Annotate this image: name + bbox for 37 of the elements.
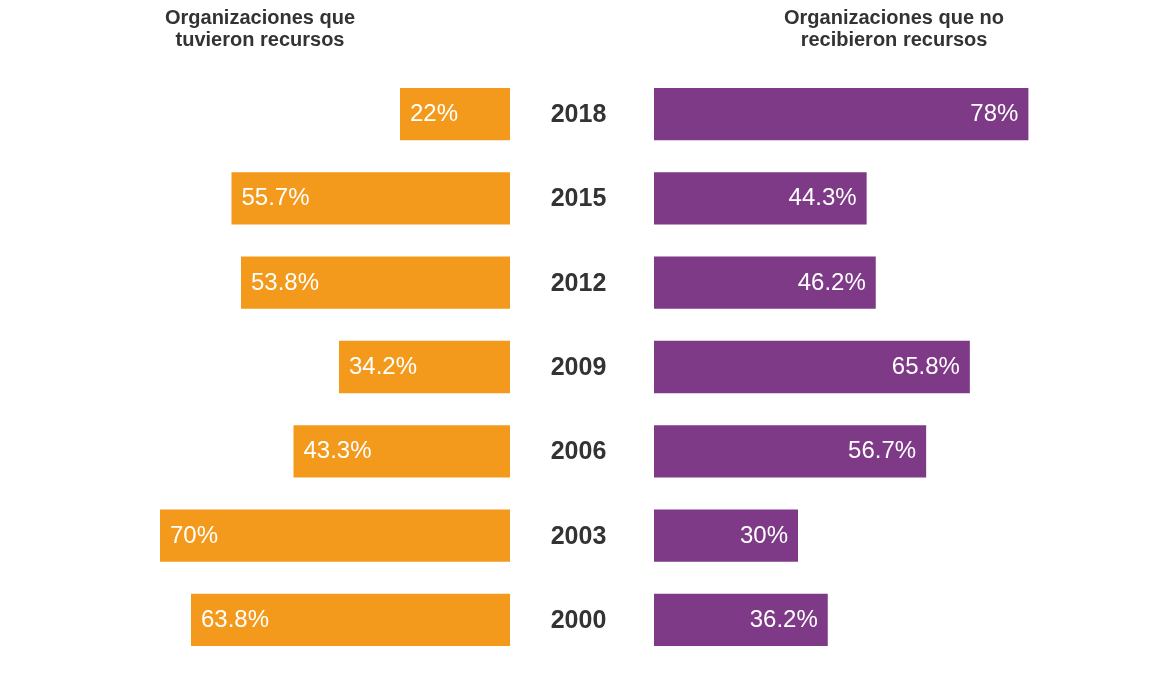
data-label: 34.2% [349,352,418,379]
data-label: 53.8% [251,267,320,295]
y-tick-label: 2015 [550,183,607,212]
data-label: 56.7% [848,436,917,464]
bar [160,509,510,562]
data-label: 36.2% [749,604,818,632]
bar [654,593,828,646]
data-label: 78% [970,99,1019,127]
y-tick-label: 2003 [550,520,607,549]
data-label: 65.8% [891,352,960,379]
chart-title: Organizaciones que no recibieron recursos [783,6,1005,50]
data-label: 43.3% [303,436,372,464]
bar [654,256,876,309]
data-label: 70% [170,520,219,548]
bar [654,340,970,394]
y-tick-label: 2018 [550,99,607,128]
bar [339,340,510,394]
bar [231,172,510,225]
y-tick-label: 2009 [550,352,607,380]
data-label: 22% [410,99,459,127]
y-tick-label: 2000 [550,604,607,633]
data-label: 63.8% [201,604,270,632]
chart-title: Organizaciones que tuvieron recursos [164,6,356,50]
bar [654,88,1029,141]
bar [654,172,867,225]
data-label: 46.2% [797,267,866,295]
data-label: 44.3% [788,183,857,211]
data-label: 30% [739,520,788,548]
y-tick-label: 2012 [550,267,607,296]
bar [241,256,510,309]
data-label: 55.7% [241,183,310,211]
bar [191,593,510,646]
bar [654,425,927,478]
y-tick-label: 2006 [550,436,607,465]
bar [654,509,798,562]
bar [400,88,510,141]
bar [293,425,510,478]
